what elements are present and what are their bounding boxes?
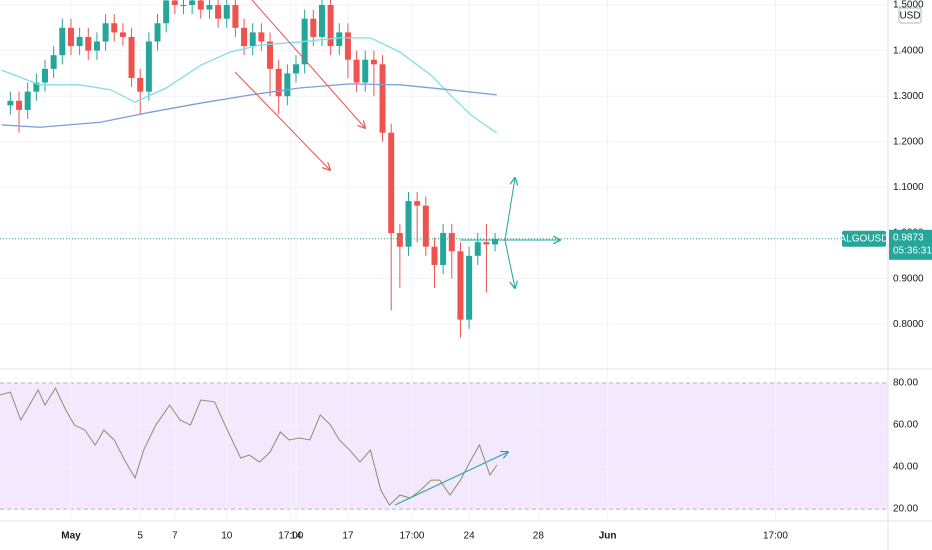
candle-body xyxy=(249,32,256,47)
candle-body xyxy=(370,59,377,65)
rsi-band xyxy=(0,383,888,510)
countdown-label: 05:36:31 xyxy=(893,245,932,256)
x-tick-label: 24 xyxy=(464,531,476,542)
y-tick-label: 1.4000 xyxy=(893,45,924,56)
symbol-label: ALGOUSD xyxy=(840,233,889,244)
candle-body xyxy=(327,5,334,47)
y-tick-label: 0.8000 xyxy=(893,319,924,330)
trend-arrow xyxy=(504,178,515,241)
x-tick-label: 17:00 xyxy=(278,531,303,542)
candle-body xyxy=(336,32,343,47)
candle-body xyxy=(310,18,317,37)
y-tick-label: 40.00 xyxy=(893,462,918,473)
candle-body xyxy=(474,242,481,256)
y-tick-label: 60.00 xyxy=(893,420,918,431)
candle-body xyxy=(405,201,412,247)
candle-body xyxy=(50,55,57,69)
candle-body xyxy=(388,132,395,234)
candle-body xyxy=(362,59,369,83)
candle-body xyxy=(93,41,100,51)
candle-body xyxy=(33,82,40,92)
rsi-line xyxy=(0,387,498,506)
candle-body xyxy=(223,5,230,19)
x-tick-label: 7 xyxy=(172,531,178,542)
x-tick-label: 17:00 xyxy=(763,531,788,542)
candle-body xyxy=(241,27,248,47)
candle-body xyxy=(85,36,92,51)
currency-box[interactable] xyxy=(898,7,922,24)
candle-body xyxy=(197,0,204,10)
candle-body xyxy=(206,5,213,10)
candle-body xyxy=(457,251,464,320)
candle-body xyxy=(275,68,282,97)
candle-body xyxy=(232,5,239,28)
y-tick-label: 1.3000 xyxy=(893,91,924,102)
trend-arrow xyxy=(251,0,365,128)
y-tick-label: 20.00 xyxy=(893,504,918,515)
candle-body xyxy=(163,0,170,24)
y-tick-label: 80.00 xyxy=(893,378,918,389)
candle-body xyxy=(293,64,299,74)
candle-body xyxy=(111,23,118,33)
candle-body xyxy=(119,32,126,37)
candle-body xyxy=(267,41,274,69)
candle-body xyxy=(258,32,265,42)
candle-body xyxy=(318,5,325,37)
x-tick-label: 14 xyxy=(290,531,302,542)
trend-arrow xyxy=(394,452,508,506)
candle-body xyxy=(67,27,74,47)
candle-body xyxy=(145,41,152,92)
x-tick-label: May xyxy=(61,531,81,542)
drawings xyxy=(234,0,560,506)
currency: USD xyxy=(899,11,920,22)
candle-body xyxy=(189,0,196,6)
candle-body xyxy=(344,32,351,60)
candle-body xyxy=(16,100,23,110)
candle-body xyxy=(422,205,429,247)
x-tick-label: 10 xyxy=(221,531,233,542)
candle-body xyxy=(353,59,360,83)
x-tick-label: 17:00 xyxy=(399,531,424,542)
candle-body xyxy=(137,77,144,92)
candle-body xyxy=(7,100,14,106)
x-tick-label: Jun xyxy=(599,531,617,542)
candle-body xyxy=(180,5,187,7)
candle-body xyxy=(24,91,31,110)
candle-body xyxy=(59,27,66,56)
candle-body xyxy=(42,68,49,83)
candle-body xyxy=(128,36,135,78)
moving-average xyxy=(1,37,498,134)
y-tick-label: 1.1000 xyxy=(893,182,924,193)
x-tick-label: 5 xyxy=(137,531,143,542)
candle-body xyxy=(466,255,473,320)
candle-body xyxy=(440,233,447,265)
candle-body xyxy=(483,242,490,245)
trend-arrow xyxy=(234,71,330,170)
price-tag xyxy=(889,229,932,260)
trend-arrow xyxy=(504,239,515,288)
x-tick-label: 28 xyxy=(533,531,545,542)
candle-body xyxy=(492,238,499,245)
y-tick-label: 1.5000 xyxy=(893,0,924,11)
candle-body xyxy=(76,36,83,47)
y-tick-label: 0.9000 xyxy=(893,273,924,284)
candle-body xyxy=(284,73,291,97)
last-price-label: 0.9873 xyxy=(893,232,924,243)
candle-body xyxy=(102,23,109,42)
candle-body xyxy=(414,201,421,206)
candle-body xyxy=(171,0,178,6)
candle-body xyxy=(448,233,455,252)
candle-body xyxy=(396,233,403,247)
candle-body xyxy=(379,64,386,133)
candle-body xyxy=(154,23,161,42)
candle-body xyxy=(215,5,222,19)
candle-body xyxy=(431,246,438,265)
moving-average xyxy=(1,83,497,128)
x-tick-label: 17 xyxy=(342,531,354,542)
symbol-tag xyxy=(842,230,886,247)
y-tick-label: 1.2000 xyxy=(893,136,924,147)
